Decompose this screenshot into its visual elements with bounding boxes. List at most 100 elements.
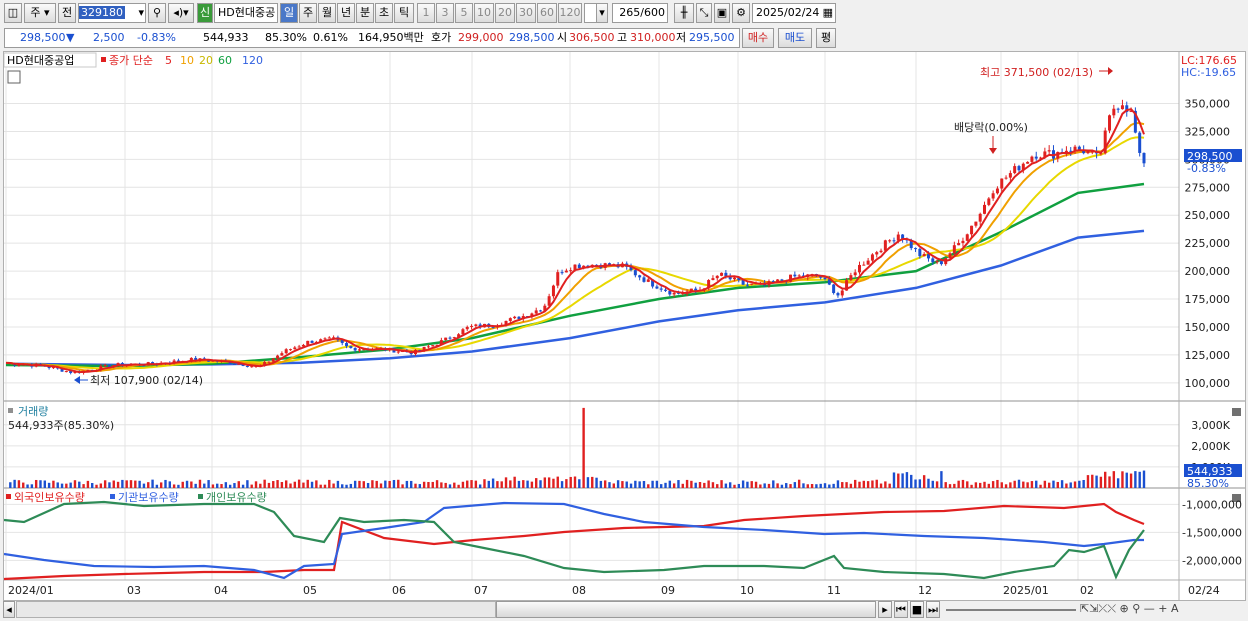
candle-body	[870, 254, 874, 261]
volume-bar	[828, 484, 831, 488]
volume-bar	[487, 480, 490, 488]
interval-1[interactable]: 1	[417, 3, 435, 23]
volume-value: 544,933	[203, 31, 249, 44]
sell-button[interactable]: 매도	[778, 28, 812, 48]
fast-forward-icon[interactable]: ⏭	[926, 601, 940, 618]
volume-bar	[116, 481, 120, 488]
volume-bar	[409, 480, 413, 488]
holdings-legend-square-indiv	[198, 494, 203, 499]
count-value: 265	[619, 6, 641, 19]
candle-body	[539, 310, 543, 312]
interval-30[interactable]: 30	[516, 3, 536, 23]
interval-60[interactable]: 60	[537, 3, 557, 23]
interval-3[interactable]: 3	[436, 3, 454, 23]
mode-select[interactable]: 주 ▾	[24, 3, 56, 23]
period-second[interactable]: 초	[375, 3, 393, 23]
candle-body	[1125, 105, 1129, 112]
chart-area[interactable]: HD현대중공업 종가 단순 5 10 20 60 120 LC:176.65 H…	[3, 51, 1246, 601]
volume-bar	[47, 482, 51, 488]
volume-bar	[43, 480, 46, 488]
date-field[interactable]: 2025/02/24 ▦	[752, 3, 836, 23]
table-icon[interactable]	[7, 70, 21, 84]
scroll-right-icon[interactable]: ▸	[878, 601, 892, 618]
zoom-icon[interactable]: ⤡	[696, 3, 712, 23]
code-input[interactable]: 329180 ▾	[78, 3, 146, 23]
volume-bar	[1009, 482, 1012, 488]
speaker-icon[interactable]: ◂)▾	[168, 3, 194, 23]
tools-icons[interactable]: ⇱⇲⤫⤬ ⊕ ⚲ — + A	[1080, 602, 1179, 615]
candle-body	[176, 360, 180, 362]
candle-icon[interactable]: ╫	[674, 3, 694, 23]
stop-icon[interactable]: ■	[910, 601, 924, 618]
scroll-thumb[interactable]	[496, 601, 876, 618]
interval-10[interactable]: 10	[474, 3, 494, 23]
volume-bar	[453, 482, 456, 488]
quote-bar: 298,500 ▼ 2,500 -0.83% 544,933 85.30% 0.…	[0, 28, 1248, 49]
volume-bar	[1091, 474, 1094, 488]
new-badge[interactable]: 신	[197, 3, 213, 23]
search-icon[interactable]: ⚲	[148, 3, 166, 23]
candle-body	[888, 240, 892, 242]
candle-body	[840, 290, 844, 296]
candle-body	[1138, 132, 1142, 153]
calendar-icon[interactable]: ▦	[822, 6, 833, 19]
volume-bar	[509, 480, 512, 488]
volume-bar	[802, 483, 805, 488]
buy-button[interactable]: 매수	[742, 28, 774, 48]
volume-bar	[776, 483, 779, 488]
volume-bar	[1039, 484, 1042, 488]
candle-body	[241, 363, 245, 366]
candle-body	[1047, 150, 1051, 152]
volume-bar	[1073, 481, 1077, 488]
date-value: 2025/02/24	[756, 6, 820, 19]
low-arrow-head	[74, 376, 80, 384]
candle-body	[1043, 151, 1047, 158]
interval-5[interactable]: 5	[455, 3, 473, 23]
price-tick-label: 250,000	[1185, 209, 1231, 222]
period-month[interactable]: 월	[318, 3, 336, 23]
period-year[interactable]: 년	[337, 3, 355, 23]
volume-panel-close-icon[interactable]	[1232, 408, 1241, 416]
prev-button[interactable]: 전	[58, 3, 76, 23]
volume-bar	[496, 481, 499, 488]
candle-body	[987, 198, 991, 205]
x-tick-label: 2025/01	[1003, 584, 1049, 597]
volume-bar	[1104, 471, 1107, 488]
period-day[interactable]: 일	[280, 3, 298, 23]
candle-body	[836, 293, 840, 296]
interval-120[interactable]: 120	[558, 3, 582, 23]
holdings-panel-close-icon[interactable]	[1232, 494, 1241, 502]
count-field[interactable]: 265/600	[612, 3, 668, 23]
volume-bar	[216, 483, 219, 488]
holdings-legend-foreign: 외국인보유수량	[14, 491, 85, 504]
stock-name-field[interactable]: HD현대중공	[214, 3, 278, 23]
high-value: 310,000	[630, 31, 676, 44]
period-week[interactable]: 주	[299, 3, 317, 23]
period-tick[interactable]: 틱	[394, 3, 414, 23]
save-icon[interactable]: ▣	[714, 3, 730, 23]
current-price-text: 298,500	[1187, 150, 1233, 163]
volume-bar	[591, 476, 594, 488]
chart-svg[interactable]: HD현대중공업 종가 단순 5 10 20 60 120 LC:176.65 H…	[3, 52, 1245, 600]
ma-60-line	[5, 182, 1145, 368]
volume-bar	[642, 480, 646, 488]
eval-button[interactable]: 평	[816, 28, 836, 48]
candle-body	[569, 270, 573, 272]
volume-bar	[60, 483, 64, 488]
rewind-icon[interactable]: ⏮	[894, 601, 908, 618]
chevron-down-icon[interactable]: ▾	[138, 6, 144, 19]
scroll-left-icon[interactable]: ◂	[3, 601, 15, 618]
gear-icon[interactable]: ⚙	[732, 3, 750, 23]
period-minute[interactable]: 분	[356, 3, 374, 23]
chevron-down-icon[interactable]: ▾	[596, 3, 608, 23]
volume-bar	[336, 480, 340, 488]
layout-icon[interactable]: ◫	[4, 3, 22, 23]
interval-20[interactable]: 20	[495, 3, 515, 23]
open-value: 306,500	[569, 31, 615, 44]
volume-bar	[1043, 480, 1047, 488]
candle-body	[771, 281, 775, 283]
candle-body	[284, 349, 288, 354]
scroll-track[interactable]	[16, 601, 496, 618]
zoom-slider[interactable]	[946, 609, 1076, 611]
candle-body	[1021, 163, 1025, 171]
